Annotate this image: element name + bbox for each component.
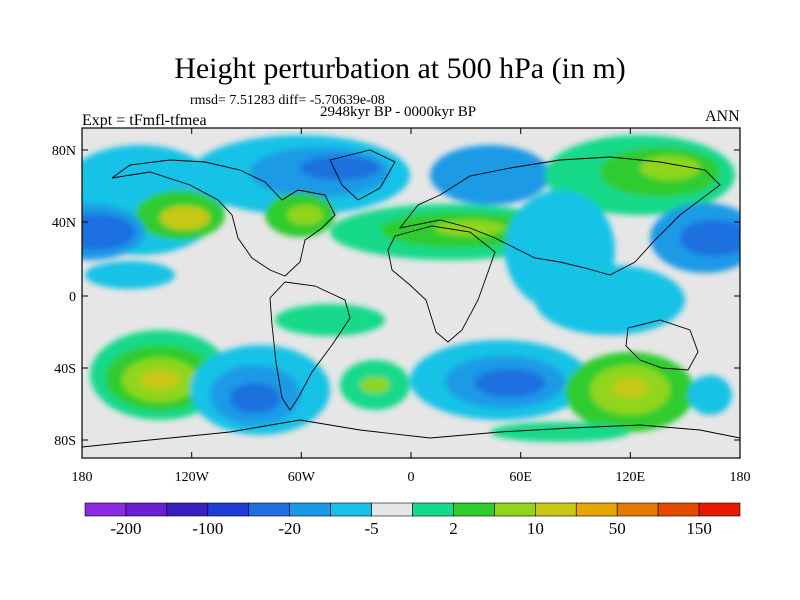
season-label: ANN (705, 108, 740, 125)
lat-label: 0 (69, 290, 76, 305)
colorbar-label: 10 (527, 519, 544, 538)
colorbar-label: -20 (278, 519, 301, 538)
colorbar-swatch (371, 502, 413, 517)
colorbar-swatch (698, 502, 741, 517)
stats-text: rmsd= 7.51283 diff= -5.70639e-08 (190, 93, 385, 108)
colorbar-swatch (494, 502, 536, 517)
colorbar-swatch (412, 502, 454, 517)
colorbar-swatch (535, 502, 577, 517)
contour-field (82, 128, 740, 458)
lon-label: 180 (730, 470, 751, 485)
colorbar-labels: -200 -100 -20 -5 2 10 50 150 (110, 519, 711, 538)
lon-label: 180 (72, 470, 93, 485)
colorbar-swatch (575, 502, 618, 517)
colorbar-swatch (453, 502, 495, 517)
colorbar-label: 150 (686, 519, 712, 538)
longitude-labels: 180 120W 60W 0 60E 120E 180 (72, 470, 751, 485)
colorbar-swatch (616, 502, 659, 517)
colorbar-label: -100 (192, 519, 223, 538)
lat-label: 80S (54, 434, 76, 449)
map-title: Height perturbation at 500 hPa (in m) (174, 52, 626, 85)
lat-label: 40N (52, 216, 76, 231)
latitude-labels: 80N 40N 0 40S 80S (52, 144, 76, 449)
colorbar-swatch (166, 502, 209, 517)
colorbar-swatch (330, 502, 372, 517)
lon-label: 0 (408, 470, 415, 485)
colorbar-label: -200 (110, 519, 141, 538)
lon-label: 120E (616, 470, 646, 485)
lon-label: 60E (509, 470, 532, 485)
lat-label: 80N (52, 144, 76, 159)
colorbar-swatch (657, 502, 700, 517)
colorbar-label: -5 (364, 519, 378, 538)
experiment-label: Expt = tFmfl-tfmea (82, 112, 207, 129)
colorbar-swatch (289, 502, 331, 517)
colorbar-swatch (84, 502, 127, 517)
colorbar-swatch (207, 502, 250, 517)
lat-label: 40S (54, 362, 76, 377)
colorbar-label: 2 (449, 519, 458, 538)
colorbar-swatch (248, 502, 290, 517)
colorbar (84, 502, 741, 517)
lon-label: 120W (175, 470, 210, 485)
colorbar-swatch (125, 502, 168, 517)
axis-ticks (81, 128, 741, 458)
colorbar-label: 50 (609, 519, 626, 538)
period-text: 2948kyr BP - 0000kyr BP (320, 104, 477, 120)
lon-label: 60W (288, 470, 316, 485)
coastlines (82, 149, 740, 448)
